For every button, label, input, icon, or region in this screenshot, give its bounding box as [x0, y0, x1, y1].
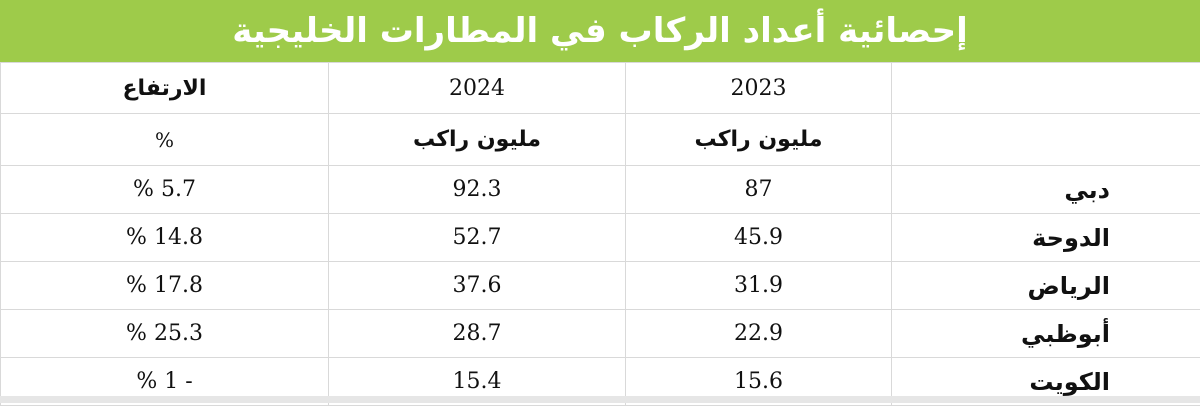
header-empty-cell — [892, 114, 1200, 166]
value-2024-cell: 52.7 — [329, 214, 626, 262]
value-2023-cell: 22.9 — [626, 310, 892, 358]
page-title: إحصائية أعداد الركاب في المطارات الخليجي… — [232, 11, 968, 51]
change-cell: 17.8 % — [1, 262, 329, 310]
value-2024-cell: 28.7 — [329, 310, 626, 358]
header-empty-cell — [892, 63, 1200, 114]
city-cell: الدوحة — [892, 214, 1200, 262]
header-year-2023: 2023 — [626, 63, 892, 114]
passenger-stats-table: الارتفاع 2024 2023 % مليون راكب مليون را… — [0, 62, 1200, 406]
city-cell: الرياض — [892, 262, 1200, 310]
change-cell: 14.8 % — [1, 214, 329, 262]
value-2024-cell: 92.3 — [329, 166, 626, 214]
table-row: 14.8 % 52.7 45.9 الدوحة — [1, 214, 1200, 262]
header-row-units: % مليون راكب مليون راكب — [1, 114, 1200, 166]
value-2023-cell: 45.9 — [626, 214, 892, 262]
table-row: 25.3 % 28.7 22.9 أبوظبي — [1, 310, 1200, 358]
city-cell: أبوظبي — [892, 310, 1200, 358]
header-percent-symbol: % — [1, 114, 329, 166]
header-unit-2024: مليون راكب — [329, 114, 626, 166]
value-2023-cell: 87 — [626, 166, 892, 214]
city-cell: دبي — [892, 166, 1200, 214]
header-unit-2023: مليون راكب — [626, 114, 892, 166]
header-change: الارتفاع — [1, 63, 329, 114]
change-cell: 5.7 % — [1, 166, 329, 214]
table-row: 5.7 % 92.3 87 دبي — [1, 166, 1200, 214]
value-2023-cell: 31.9 — [626, 262, 892, 310]
header-year-2024: 2024 — [329, 63, 626, 114]
table-row: 17.8 % 37.6 31.9 الرياض — [1, 262, 1200, 310]
change-cell: 25.3 % — [1, 310, 329, 358]
title-bar: إحصائية أعداد الركاب في المطارات الخليجي… — [0, 0, 1200, 62]
bottom-divider — [0, 396, 1200, 403]
value-2024-cell: 37.6 — [329, 262, 626, 310]
header-row-years: الارتفاع 2024 2023 — [1, 63, 1200, 114]
